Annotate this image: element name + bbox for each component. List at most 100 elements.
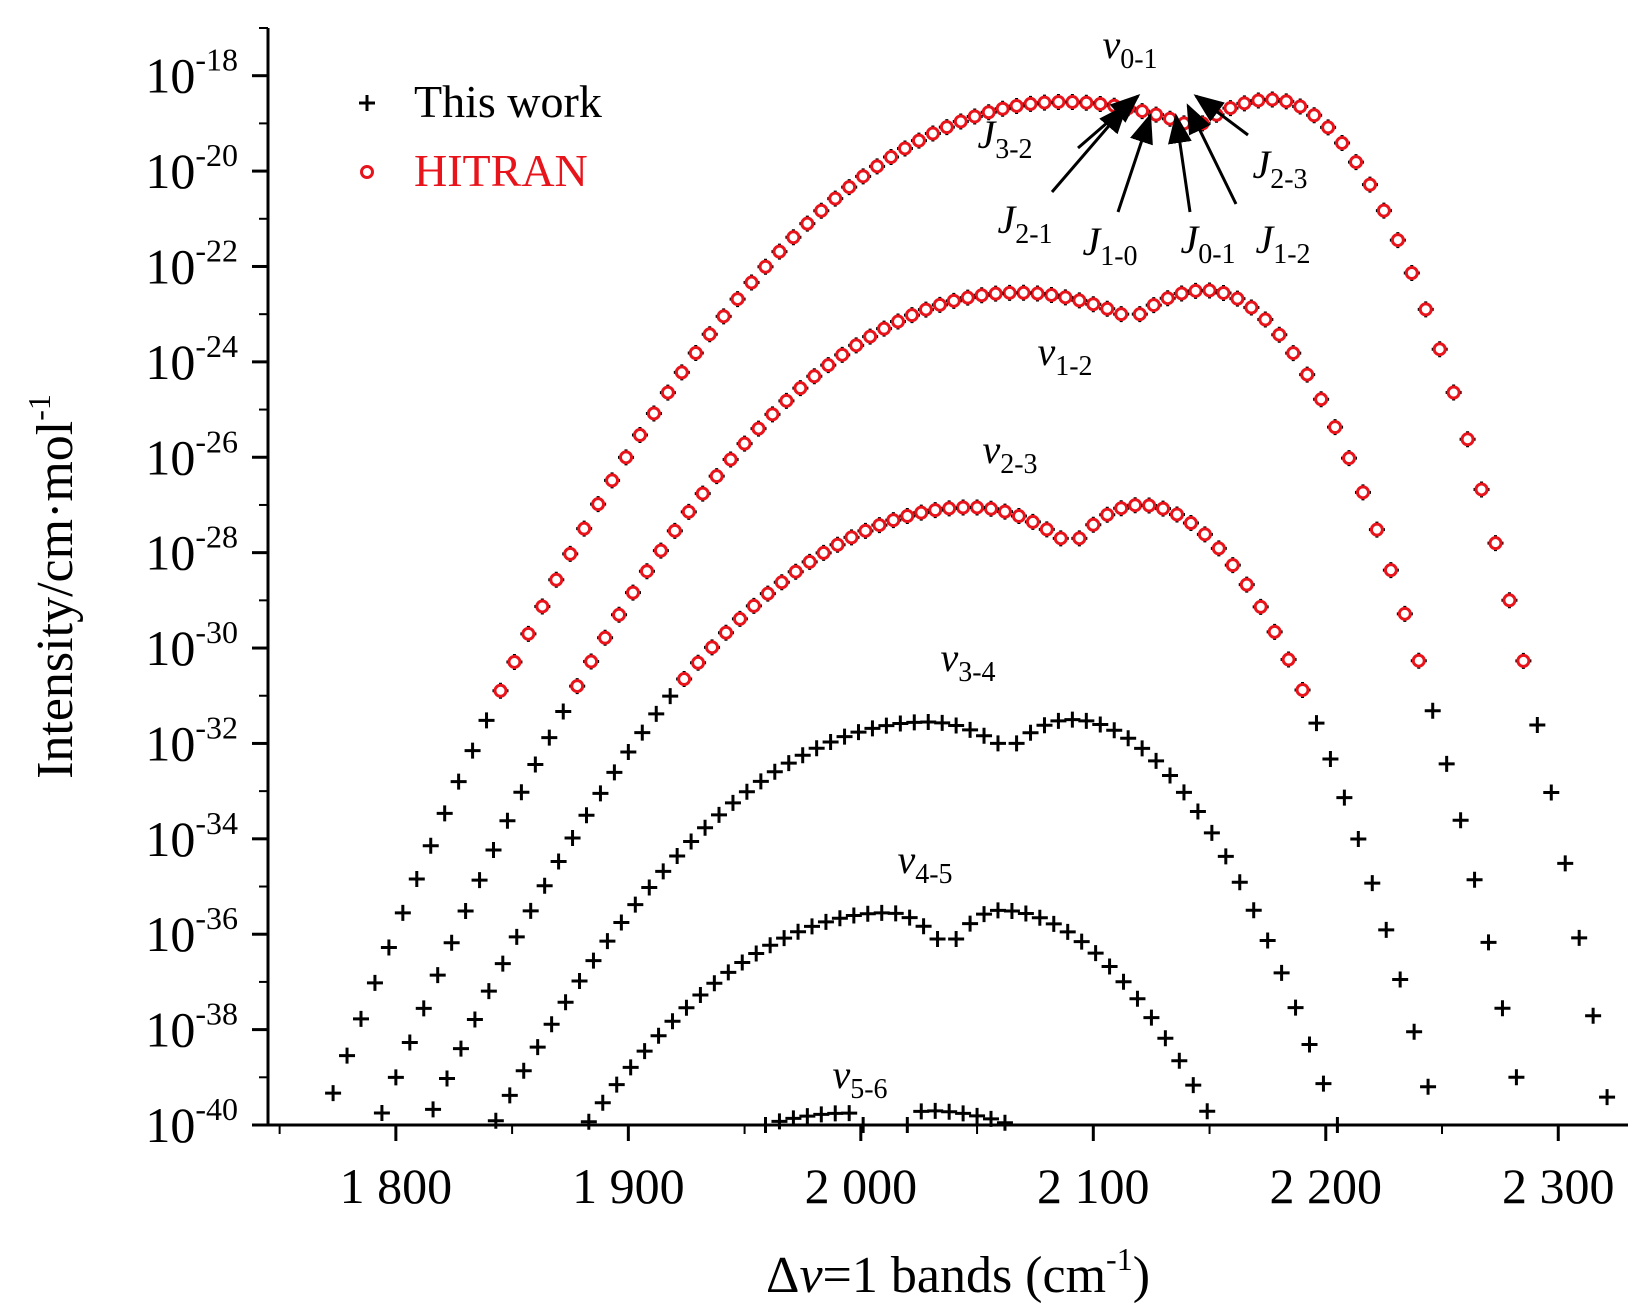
hitran-point <box>1039 522 1054 537</box>
this-work-point <box>969 1107 986 1124</box>
hitran-point <box>732 611 747 626</box>
hitran-point <box>1160 291 1175 306</box>
this-work-point <box>394 904 411 921</box>
x-tick-label: 2 300 <box>1502 1158 1615 1214</box>
hitran-point <box>1023 96 1038 111</box>
this-work-point <box>450 773 467 790</box>
y-tick-label: 10-34 <box>145 805 238 867</box>
hitran-point <box>953 114 968 129</box>
this-work-point <box>387 1069 404 1086</box>
hitran-point <box>660 385 675 400</box>
this-work-point <box>1120 730 1137 747</box>
hitran-point <box>779 393 794 408</box>
hitran-point <box>1016 285 1031 300</box>
this-work-point <box>1259 932 1276 949</box>
hitran-point <box>900 508 915 523</box>
hitran-point <box>1460 432 1475 447</box>
this-work-point <box>1017 905 1034 922</box>
this-work-point <box>380 939 397 956</box>
this-work-point <box>785 1110 802 1127</box>
this-work-point <box>724 794 741 811</box>
this-work-point <box>757 1117 774 1133</box>
hitran-point <box>1404 266 1419 281</box>
data-marks <box>325 91 1616 1133</box>
hitran-point <box>816 545 831 560</box>
hitran-point <box>639 564 654 579</box>
this-work-point <box>683 833 700 850</box>
hitran-point <box>932 297 947 312</box>
this-work-point <box>443 934 460 951</box>
hitran-point <box>1516 653 1531 668</box>
this-work-point <box>1115 973 1132 990</box>
this-work-point <box>585 952 602 969</box>
this-work-point <box>831 910 848 927</box>
this-work-point <box>655 863 672 880</box>
hitran-point <box>1418 302 1433 317</box>
hitran-point <box>788 564 803 579</box>
this-work-point <box>669 848 686 865</box>
hitran-point <box>646 406 661 421</box>
hitran-point <box>1474 482 1489 497</box>
this-work-point <box>325 1085 342 1102</box>
this-work-point <box>550 853 567 870</box>
this-work-point <box>1336 789 1353 806</box>
x-tick-label: 2 100 <box>1037 1158 1150 1214</box>
this-work-point <box>636 1043 653 1060</box>
this-work-point <box>1557 855 1574 872</box>
this-work-point <box>529 1039 546 1056</box>
this-work-point <box>564 829 581 846</box>
hitran-point <box>1321 120 1336 135</box>
hitran-point <box>786 230 801 245</box>
hitran-point <box>691 655 706 670</box>
hitran-point <box>1100 301 1115 316</box>
this-work-point <box>748 945 765 962</box>
hitran-point <box>681 504 696 519</box>
hitran-point <box>1011 509 1026 524</box>
this-work-point <box>941 1103 958 1120</box>
hitran-point <box>925 126 940 141</box>
band-label: v1-2 <box>1037 329 1092 382</box>
this-work-point <box>989 735 1006 752</box>
y-axis-title: Intensity/cm·mol-1 <box>21 394 84 779</box>
hitran-point <box>939 120 954 135</box>
hitran-point <box>914 505 929 520</box>
this-work-point <box>976 727 993 744</box>
hitran-point <box>1079 95 1094 110</box>
this-work-point <box>850 724 867 741</box>
this-work-point <box>513 784 530 801</box>
hitran-point <box>1135 104 1150 119</box>
hitran-point <box>1114 501 1129 516</box>
hitran-point <box>872 518 887 533</box>
hitran-point <box>1237 96 1252 111</box>
hitran-point <box>605 473 620 488</box>
hitran-point <box>1093 96 1108 111</box>
hitran-point <box>967 109 982 124</box>
hitran-point <box>1279 94 1294 109</box>
hitran-point <box>493 683 508 698</box>
x-tick-label: 1 800 <box>340 1158 453 1214</box>
hitran-point <box>997 504 1012 519</box>
hitran-point <box>1239 577 1254 592</box>
this-work-point <box>899 1117 916 1133</box>
hitran-point <box>1223 101 1238 116</box>
legend-label-this-work: This work <box>414 76 602 127</box>
y-tick-label: 10-32 <box>145 709 238 771</box>
hitran-point <box>870 159 885 174</box>
hitran-point <box>1295 682 1310 697</box>
hitran-point <box>570 679 585 694</box>
this-work-point <box>415 1000 432 1017</box>
hitran-point <box>974 288 989 303</box>
hitran-point <box>1328 420 1343 435</box>
hitran-point <box>1300 367 1315 382</box>
hitran-point <box>1197 527 1212 542</box>
hitran-point <box>1355 485 1370 500</box>
this-work-point <box>1378 921 1395 938</box>
this-work-point <box>515 1062 532 1079</box>
y-tick-label: 10-18 <box>145 42 238 104</box>
labels: Δv=1 bands (cm-1) Intensity/cm·mol-1 v0-1 v… <box>21 22 1311 1304</box>
hitran-point <box>995 101 1010 116</box>
hitran-point <box>1072 293 1087 308</box>
this-work-point <box>1143 1009 1160 1026</box>
this-work-point <box>962 915 979 932</box>
this-work-point <box>1092 716 1109 733</box>
